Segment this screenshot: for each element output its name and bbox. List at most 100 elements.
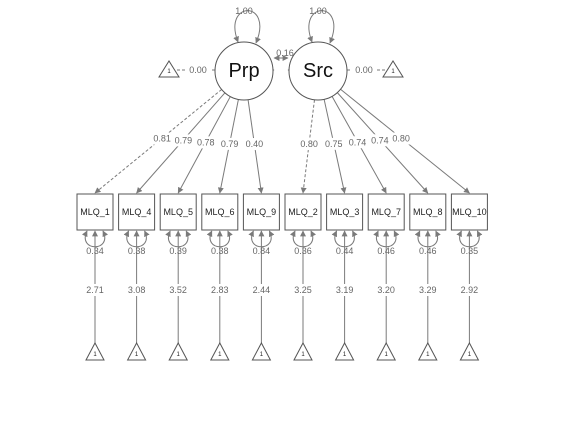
indicator-label: MLQ_8 [413,207,443,217]
intercept-label: 3.52 [169,285,187,295]
indicator-node-mlq-4 [118,193,156,231]
loading-label-bg [322,137,345,150]
loading-label-bg [390,132,413,145]
indicator-node-mlq-2 [284,193,322,231]
mean-triangle [382,60,404,78]
intercept-label-bg [166,284,191,296]
intercept-triangle [209,341,230,361]
intercept-triangle-label: 1 [177,352,181,358]
indicator-label: MLQ_4 [122,207,152,217]
indicator-label: MLQ_9 [247,207,277,217]
mean-label: 0.00 [355,65,373,75]
loading-label-bg [298,138,321,151]
intercept-label-bg [291,284,315,296]
loading-label: 0.79 [221,139,239,149]
intercept-triangle-label: 1 [260,352,264,358]
intercept-label-bg [83,284,107,296]
loading-label-bg [346,136,369,149]
residual-label: 0.39 [169,246,187,256]
loading-label: 0.40 [246,139,264,149]
intercept-label: 2.71 [86,285,104,295]
indicator-label: MLQ_3 [330,207,360,217]
intercept-triangle-label: 1 [343,352,347,358]
latent-node-prp [214,41,274,101]
intercept-label: 3.20 [377,285,395,295]
residual-label: 0.38 [128,246,146,256]
intercept-triangle [126,341,147,361]
indicator-node-mlq-1 [76,193,114,231]
intercept-label: 3.29 [419,285,437,295]
intercept-triangle [334,341,355,361]
loading-label-bg [194,136,217,149]
intercept-triangle [376,341,397,361]
loading-label: 0.75 [325,139,343,149]
mean-triangle-label: 1 [167,69,171,75]
intercept-triangle [168,341,189,361]
loading-label: 0.80 [392,134,410,144]
indicator-label: MLQ_7 [371,207,401,217]
residual-label: 0.46 [419,246,437,256]
intercept-label: 2.83 [211,285,229,295]
indicator-label: MLQ_5 [163,207,193,217]
intercept-label-bg [332,284,357,296]
intercept-triangle-label: 1 [426,352,430,358]
intercept-label: 2.92 [461,285,479,295]
latent-label: Prp [228,60,259,82]
intercept-label-bg [415,284,440,296]
loading-label-bg [151,132,174,145]
loading-label: 0.80 [300,139,318,149]
intercept-label: 3.19 [336,285,354,295]
covariance-label: 0.16 [276,48,294,58]
loading-label-bg [368,134,391,147]
intercept-label-bg [207,284,232,296]
latent-variance-loop [233,10,261,44]
loading-label-bg [218,137,241,150]
mean-label-bg [186,64,210,76]
latent-node-src [288,41,348,101]
loading-label: 0.79 [175,135,193,145]
mean-label-bg [352,64,376,76]
intercept-label-bg [249,284,274,296]
loading-label-bg [172,134,195,147]
residual-label: 0.84 [253,246,271,256]
indicator-node-mlq-10 [450,193,488,231]
indicator-label: MLQ_10 [452,207,487,217]
residual-label: 0.34 [86,246,104,256]
residual-label: 0.35 [461,246,479,256]
indicator-node-mlq-7 [367,193,405,231]
indicator-label: MLQ_1 [80,207,110,217]
indicator-node-mlq-5 [159,193,197,231]
loading-label-bg [243,138,266,151]
latent-label: Src [303,60,333,82]
intercept-triangle [85,341,105,361]
intercept-label-bg [457,284,482,296]
intercept-triangle [251,341,272,361]
intercept-triangle-label: 1 [385,352,389,358]
intercept-triangle-label: 1 [218,352,222,358]
indicator-node-mlq-9 [242,193,280,231]
latent-variance-label: 1.00 [235,6,253,16]
indicator-node-mlq-3 [326,193,364,231]
loading-label: 0.81 [153,134,171,144]
indicator-label: MLQ_6 [205,207,235,217]
intercept-triangle-label: 1 [468,352,472,358]
loading-label: 0.74 [349,137,367,147]
intercept-triangle-label: 1 [93,352,97,358]
indicator-node-mlq-8 [409,193,447,231]
intercept-triangle [293,341,313,361]
mean-triangle [158,60,180,78]
latent-variance-loop [307,10,335,44]
intercept-triangle-label: 1 [135,352,139,358]
intercept-triangle-label: 1 [301,352,305,358]
indicator-label: MLQ_2 [288,207,318,217]
residual-label: 0.38 [211,246,229,256]
residual-label: 0.44 [336,246,354,256]
intercept-label: 3.08 [128,285,146,295]
intercept-label-bg [374,284,399,296]
intercept-label: 3.25 [294,285,312,295]
loading-label: 0.78 [197,137,215,147]
residual-label: 0.36 [294,246,312,256]
intercept-label: 2.44 [253,285,271,295]
intercept-triangle [417,341,438,361]
